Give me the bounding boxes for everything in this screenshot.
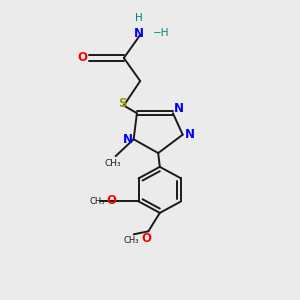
- Text: O: O: [77, 52, 87, 64]
- Text: N: N: [134, 27, 143, 40]
- Text: O: O: [142, 232, 152, 244]
- Text: N: N: [185, 128, 195, 141]
- Text: N: N: [123, 133, 133, 146]
- Text: CH₃: CH₃: [104, 159, 121, 168]
- Text: S: S: [118, 98, 126, 110]
- Text: H: H: [135, 13, 142, 23]
- Text: N: N: [174, 102, 184, 115]
- Text: O: O: [106, 194, 116, 207]
- Text: CH₃: CH₃: [123, 236, 139, 245]
- Text: −H: −H: [153, 28, 170, 38]
- Text: CH₃: CH₃: [89, 197, 105, 206]
